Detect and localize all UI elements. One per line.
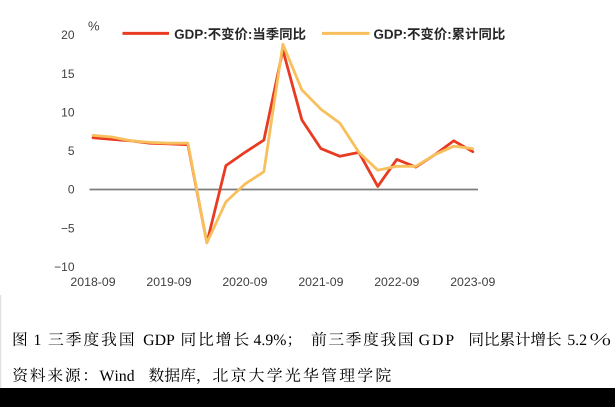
svg-text:2020-09: 2020-09 (222, 275, 267, 289)
svg-text:%: % (88, 19, 100, 34)
svg-text:2021-09: 2021-09 (298, 275, 343, 289)
svg-text:2019-09: 2019-09 (146, 275, 191, 289)
svg-text:20: 20 (61, 28, 75, 42)
svg-text:−10: −10 (54, 260, 75, 274)
svg-text:2023-09: 2023-09 (450, 275, 495, 289)
svg-text:0: 0 (68, 183, 75, 197)
svg-text:−5: −5 (61, 221, 75, 235)
svg-text:2022-09: 2022-09 (374, 275, 419, 289)
svg-text:15: 15 (61, 67, 75, 81)
svg-text:10: 10 (61, 106, 75, 120)
svg-text:5: 5 (68, 144, 75, 158)
svg-text:2018-09: 2018-09 (70, 275, 115, 289)
